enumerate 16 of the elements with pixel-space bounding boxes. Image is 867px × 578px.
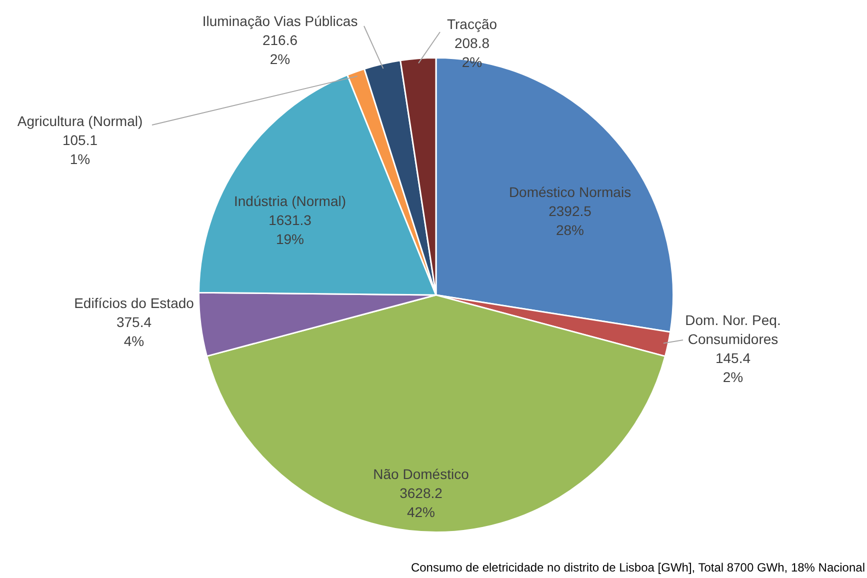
slice-label: Não Doméstico (373, 466, 470, 482)
slice-label: Indústria (Normal) (234, 192, 346, 209)
slice-label: Edifícios do Estado (74, 294, 194, 311)
data-label: 2392.5 28% (548, 202, 592, 238)
data-label: 3628.2 42% (400, 484, 443, 520)
data-label: 375.4 4% (116, 314, 152, 349)
data-label: 105.1 1% (62, 132, 98, 167)
slice-label: Dom. Nor. Peq. Consumidores (685, 312, 781, 347)
slice-label: Iluminação Vias Públicas (202, 12, 358, 29)
slice-label: Doméstico Normais (508, 184, 632, 200)
data-label: 216.6 2% (262, 32, 298, 67)
text: Consumo de eletricidade no distrito de Lisboa [GWh], Total 8700 GWh, 18% Nacional (410, 560, 865, 574)
slice-label: Agricultura (Normal) (17, 112, 143, 129)
slice-label: Tracção (446, 16, 498, 32)
data-label: 1631.3 19% (268, 212, 312, 247)
data-label: 145.4 2% (715, 350, 751, 385)
